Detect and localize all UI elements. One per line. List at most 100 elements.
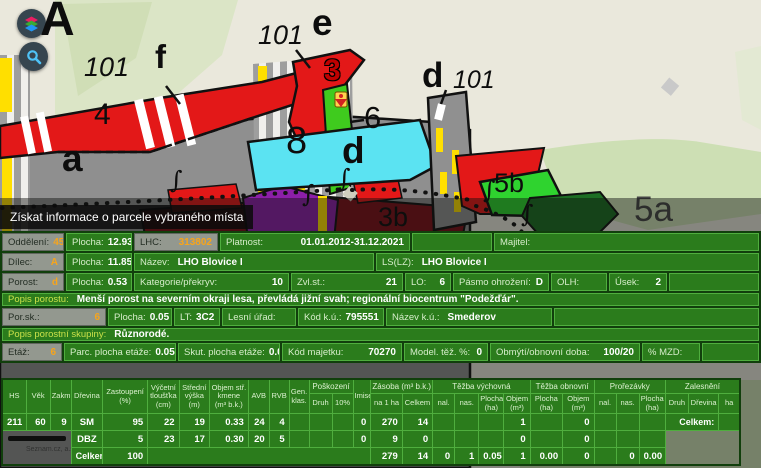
- map-label-f101: 101: [84, 52, 130, 82]
- table-cell: [665, 448, 688, 466]
- table-cell: 279: [370, 447, 403, 466]
- field-label: Etáž:: [8, 346, 30, 358]
- field-value: LHO Blovice I: [421, 256, 487, 268]
- table-cell: 0.30: [208, 430, 249, 449]
- stand-table: HS Věk Zakm. Dřevina Zastoupení (%) Výčetní t…: [1, 378, 741, 467]
- table-cell: [26, 448, 50, 466]
- map-tooltip: Získat informace o parcele vybraného mís…: [0, 205, 254, 229]
- field-value: LHO Blovice I: [177, 256, 243, 268]
- table-cell: 211: [1, 413, 27, 432]
- panel-field: Skut. plocha etáže:0.05: [178, 343, 280, 361]
- panel-field: Kód k.ú.: 795551: [298, 308, 384, 326]
- label-leaders: [165, 49, 448, 124]
- table-subheader: nas.: [615, 392, 640, 415]
- map-label-dR101: 101: [453, 66, 495, 94]
- map-label-bigA: A: [40, 0, 75, 46]
- table-cell: [478, 413, 505, 432]
- field-value: 10: [271, 276, 283, 288]
- field-label: Plocha:: [72, 256, 104, 268]
- layers-button[interactable]: [17, 9, 46, 38]
- table-cell: [718, 413, 741, 432]
- table-cell: 95: [102, 413, 149, 432]
- field-label: LO:: [411, 276, 427, 288]
- field-value: 6: [439, 276, 445, 288]
- field-label: Kód k.ú.:: [304, 311, 342, 323]
- field-value: 6: [94, 311, 100, 323]
- map-label-n6: 6: [364, 100, 382, 135]
- map-label-a5: 5a: [634, 190, 673, 229]
- panel-field: Dílec: A: [2, 253, 64, 271]
- table-cell: 17: [178, 430, 210, 449]
- panel-field: Popis porostu: Menší porost na severním o…: [2, 293, 759, 306]
- panel-field: LS(LZ): LHO Blovice I: [376, 253, 759, 271]
- table-cell: [432, 430, 456, 449]
- table-cell: 0: [615, 447, 640, 466]
- map-label-i2: ∫: [302, 180, 315, 208]
- field-value: 45: [53, 236, 64, 248]
- map-label-dMid: d: [342, 130, 365, 171]
- table-header: Prořezávky: [593, 378, 666, 394]
- table-cell: [719, 431, 740, 448]
- panel-field: Plocha: 0.05: [108, 308, 172, 326]
- table-cell: [615, 430, 640, 449]
- table-cell: 0.33: [208, 413, 249, 432]
- table-header: Střední výška (m): [178, 378, 210, 415]
- panel-field: [669, 273, 759, 291]
- field-value: 0.05: [149, 311, 170, 323]
- table-cell: [2, 431, 26, 448]
- table-cell: 1: [503, 447, 531, 466]
- table-cell: 0.00: [638, 447, 666, 466]
- panel-row: Oddělení: 45 Plocha: 12.93 LHC: 313802 Platnos…: [2, 233, 759, 251]
- table-cell: [50, 431, 71, 448]
- panel-field: Majitel:: [494, 233, 759, 251]
- table-cell: [688, 431, 718, 448]
- yellow-band: [318, 196, 327, 232]
- table-subheader: Objem (m³): [503, 392, 531, 415]
- table-cell: 14: [401, 447, 434, 466]
- panel-field: Etáž: 6: [2, 343, 62, 361]
- field-label: Popis porostní skupiny:: [8, 329, 107, 340]
- table-cell: [288, 413, 310, 432]
- field-value: Menší porost na severním okraji lesa, př…: [76, 294, 519, 305]
- panel-field: Zvl.st.: 21: [291, 273, 403, 291]
- table-cell: 0.00: [529, 447, 564, 466]
- yellow-bands: [436, 128, 461, 212]
- field-label: Kategorie/překryv:: [140, 276, 218, 288]
- table-header: Těžba obnovní: [529, 378, 595, 394]
- table-row: DBZ 5 23 17 0.30 20 5 0 9 0 0 0: [2, 430, 740, 449]
- map-label-n4: 4: [94, 98, 111, 131]
- table-cell: 22: [147, 413, 180, 432]
- table-cell: 9: [49, 413, 72, 432]
- table-header: Imise: [352, 378, 372, 415]
- table-cell: [638, 430, 666, 449]
- field-value: 21: [385, 276, 397, 288]
- table-cell: [308, 413, 333, 432]
- field-label: Porost:: [8, 276, 39, 288]
- table-cell: 0: [562, 430, 595, 449]
- stand-data-table: HS Věk Zakm. Dřevina Zastoupení (%) Výčetní t…: [1, 378, 741, 467]
- panel-field: Model. těž. %: 0: [404, 343, 488, 361]
- table-row: 211 60 9 SM 95 22 19 0.33 24 4 0 270 14 1 0 Celkem:: [1, 413, 741, 432]
- panel-field: Plocha: 11.85: [66, 253, 132, 271]
- table-cell: 4: [268, 413, 290, 432]
- search-button[interactable]: [19, 42, 48, 71]
- table-subheader: 10%: [331, 392, 354, 415]
- panel-row: Etáž: 6 Parc. plocha etáže: 0.05 Skut. ploch…: [2, 343, 759, 361]
- table-header: AVB: [247, 378, 270, 415]
- parcel-8-cyan[interactable]: [246, 118, 438, 192]
- panel-row: Dílec: A Plocha: 11.85 Název: LHO Blovice I LS…: [2, 253, 759, 271]
- panel-field: OLH:: [551, 273, 607, 291]
- panel-field: Platnost: 01.01.2012-31.12.2021: [220, 233, 410, 251]
- field-label: Platnost:: [226, 236, 263, 248]
- map-label-b5: 5b: [494, 168, 525, 198]
- map-label-b3: 3b: [378, 202, 409, 232]
- panel-field: [412, 233, 492, 251]
- table-cell: [50, 448, 71, 466]
- map-label-i1: ∫: [170, 166, 183, 194]
- field-label: Název:: [140, 256, 170, 268]
- table-header: Zastoupení (%): [102, 378, 149, 415]
- map-label-i5: ∫: [521, 200, 534, 228]
- field-label: Plocha:: [114, 311, 146, 323]
- table-cell: Celkem:: [664, 413, 720, 432]
- panel-field: Oddělení: 45: [2, 233, 64, 251]
